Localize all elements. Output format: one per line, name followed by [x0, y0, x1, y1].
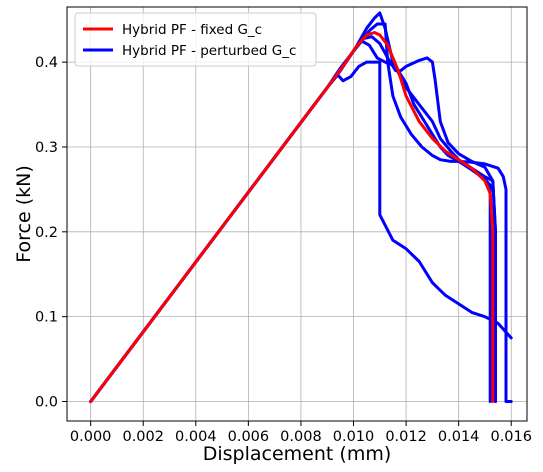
- x-axis-label: Displacement (mm): [203, 443, 392, 465]
- series-line-perturbed-5: [89, 60, 513, 403]
- x-tick-label: 0.000: [70, 429, 112, 445]
- y-tick-label: 0.4: [35, 55, 58, 71]
- y-tick-label: 0.3: [35, 140, 58, 156]
- legend-label-perturbed: Hybrid PF - perturbed G_c: [122, 43, 296, 59]
- x-tick-label: 0.012: [385, 429, 427, 445]
- y-tick-label: 0.1: [35, 310, 58, 326]
- plot-frame: [66, 6, 528, 422]
- series-layer: [89, 11, 513, 403]
- x-tick-label: 0.016: [490, 429, 532, 445]
- legend: Hybrid PF - fixed G_c Hybrid PF - pertur…: [74, 12, 317, 67]
- legend-box: [74, 12, 317, 67]
- x-tick-label: 0.014: [438, 429, 480, 445]
- x-tick-label: 0.006: [228, 429, 270, 445]
- plot-area: [67, 7, 527, 421]
- x-tick-label: 0.008: [280, 429, 322, 445]
- y-tick-label: 0.2: [35, 225, 58, 241]
- y-axis-label: Force (kN): [13, 165, 35, 263]
- legend-label-fixed: Hybrid PF - fixed G_c: [122, 22, 262, 38]
- x-tick-label: 0.004: [175, 429, 217, 445]
- y-tick-label: 0.0: [35, 394, 58, 410]
- x-tick-label: 0.010: [333, 429, 375, 445]
- series-line-fixed: [89, 31, 495, 403]
- x-axis-ticks: 0.000 0.002 0.004 0.006 0.008 0.010 0.012 0.014…: [70, 421, 532, 445]
- x-tick-label: 0.002: [122, 429, 164, 445]
- y-axis-ticks: 0.0 0.1 0.2 0.3 0.4: [35, 55, 67, 410]
